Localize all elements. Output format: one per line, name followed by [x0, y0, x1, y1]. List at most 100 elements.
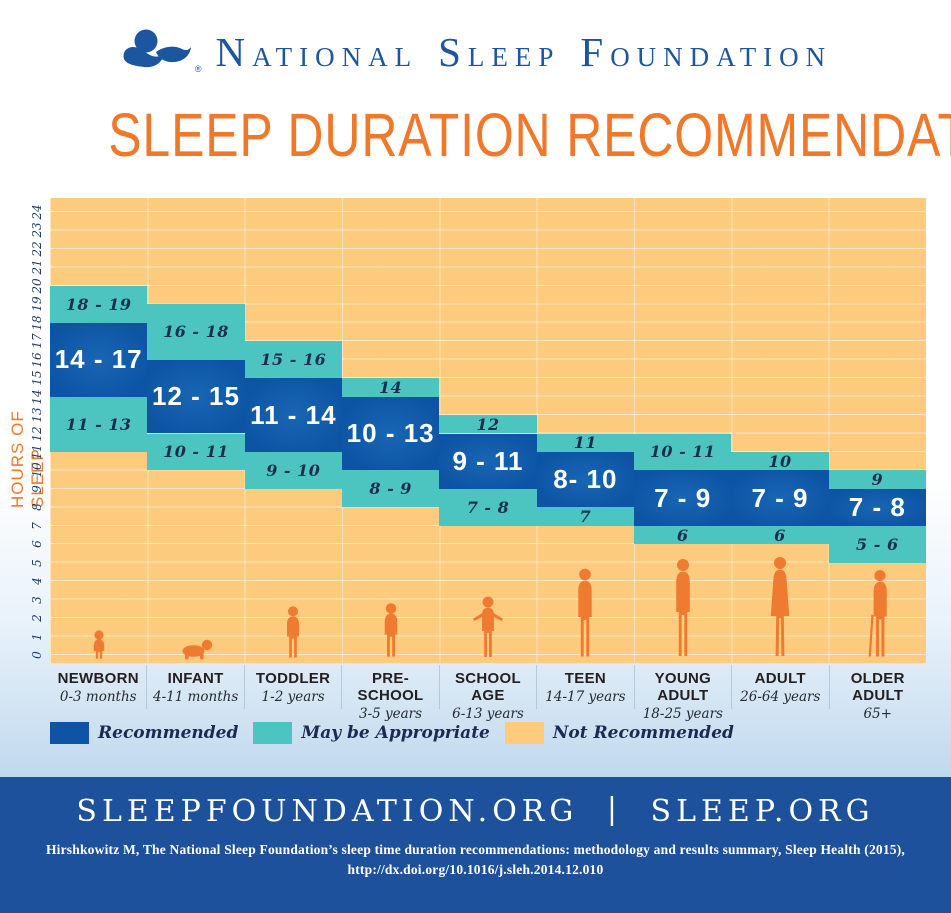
column-teen: 11 8- 10 7 [536, 198, 634, 663]
band-value: 8- 10 [553, 464, 618, 495]
age-group-label: TODDLER 1-2 years [245, 665, 343, 709]
band-value: 6 [774, 525, 786, 545]
recommended-band: 10 - 13 [341, 396, 440, 471]
column-adult: 10 7 - 9 6 [731, 198, 829, 663]
y-axis-tick: 18 [30, 315, 44, 331]
figure-preschool-icon [379, 602, 402, 660]
band-value: 5 - 6 [856, 534, 899, 554]
age-labels-row: NEWBORN 0-3 months INFANT 4-11 months TODDLE… [50, 665, 926, 722]
citation-line-1: Hirshkowitz M, The National Sleep Founda… [45, 842, 906, 857]
age-group-range: 65+ [863, 706, 892, 722]
brand-word: FOUNDATION [580, 29, 833, 75]
may-low-band: 7 - 8 [439, 488, 537, 526]
band-value: 10 - 11 [163, 442, 229, 462]
column-newborn: 18 - 19 14 - 17 11 - 13 [50, 198, 148, 663]
y-axis-tick: 9 [30, 485, 44, 493]
may-low-band: 6 [731, 525, 829, 545]
legend: Recommended May be Appropriate Not Recom… [50, 722, 749, 744]
figure-toddler-icon [282, 606, 304, 660]
age-group-label: YOUNG ADULT 18-25 years [635, 665, 733, 722]
may-high-band: 15 - 16 [244, 341, 342, 379]
footer-domains: SLEEPFOUNDATION.ORG | SLEEP.ORG [0, 792, 951, 829]
may-high-band: 11 [536, 433, 634, 453]
band-value: 18 - 19 [65, 294, 132, 314]
y-axis-tick: 24 [30, 204, 44, 220]
age-group-range: 1-2 years [261, 689, 325, 705]
columns-layer: 18 - 19 14 - 17 11 - 13 16 - 18 12 - 15 10 - … [50, 198, 926, 663]
band-value: 9 - 11 [452, 445, 524, 476]
band-value: 12 - 15 [152, 381, 240, 412]
band-value: 7 [579, 507, 592, 527]
age-group-name: ADULT [754, 670, 806, 687]
age-group-range: 6-13 years [452, 706, 524, 722]
legend-swatch-may-be-appropriate [253, 722, 293, 744]
figure-older-adult-icon [860, 568, 894, 660]
legend-swatch-not-recommended [504, 722, 544, 744]
band-value: 10 [768, 451, 792, 471]
band-value: 7 - 9 [654, 482, 712, 513]
age-group-name: OLDER ADULT [850, 670, 905, 704]
band-value: 7 - 8 [848, 491, 906, 522]
may-low-band: 5 - 6 [828, 525, 926, 563]
may-low-band: 9 - 10 [244, 451, 342, 489]
sleepfoundation-org-link[interactable]: SLEEPFOUNDATION.ORG [76, 794, 579, 829]
citation-line-2[interactable]: http://dx.doi.org/10.1016/j.sleh.2014.12… [347, 862, 604, 878]
age-group-label: TEEN 14-17 years [537, 665, 635, 709]
brand-word: SLEEP [438, 29, 561, 75]
band-value: 7 - 9 [751, 482, 809, 513]
recommended-band: 11 - 14 [244, 378, 342, 452]
age-group-name: YOUNG ADULT [654, 670, 712, 704]
plot-area: 18 - 19 14 - 17 11 - 13 16 - 18 12 - 15 10 - … [50, 198, 926, 663]
y-axis-tick: 22 [30, 241, 44, 257]
may-high-band: 12 [439, 415, 537, 434]
age-group-range: 18-25 years [642, 706, 723, 722]
band-value: 9 - 10 [266, 460, 321, 480]
figure-school-icon [471, 596, 505, 660]
age-group-label: SCHOOL AGE 6-13 years [440, 665, 538, 722]
may-high-band: 9 [828, 470, 926, 489]
figure-adult-icon [766, 556, 794, 660]
recommended-band: 7 - 9 [633, 470, 732, 526]
figure-young-adult-icon [670, 558, 696, 660]
age-group-label: INFANT 4-11 months [147, 665, 245, 709]
age-group-label: OLDER ADULT 65+ [830, 665, 926, 722]
legend-label-may-be-appropriate: May be Appropriate [301, 723, 490, 743]
may-low-band: 8 - 9 [341, 470, 440, 508]
column-toddler: 15 - 16 11 - 14 9 - 10 [244, 198, 342, 663]
may-low-band: 10 - 11 [147, 433, 245, 471]
band-value: 8 - 9 [369, 479, 412, 499]
recommended-band: 12 - 15 [147, 359, 245, 434]
may-high-band: 16 - 18 [147, 304, 245, 360]
legend-label-recommended: Recommended [98, 723, 239, 743]
band-value: 11 [573, 433, 597, 453]
age-group-range: 0-3 months [59, 689, 137, 705]
recommended-band: 7 - 8 [828, 488, 926, 526]
may-high-band: 18 - 19 [50, 285, 148, 323]
band-value: 11 - 13 [65, 414, 132, 434]
age-group-name: INFANT [167, 670, 224, 687]
recommended-band: 7 - 9 [731, 470, 829, 526]
figure-teen-icon [573, 568, 598, 660]
y-axis-tick: 20 [30, 278, 44, 294]
column-school: 12 9 - 11 7 - 8 [439, 198, 537, 663]
band-value: 15 - 16 [260, 350, 327, 370]
age-group-label: PRE-SCHOOL 3-5 years [342, 665, 440, 722]
brand-wordmark: NATIONAL SLEEP FOUNDATION [215, 28, 832, 76]
age-group-range: 3-5 years [358, 706, 423, 722]
recommended-band: 14 - 17 [50, 322, 148, 397]
band-value: 11 - 14 [250, 399, 337, 430]
sleep-org-link[interactable]: SLEEP.ORG [650, 794, 875, 829]
column-preschool: 14 10 - 13 8 - 9 [341, 198, 440, 663]
legend-swatch-recommended [50, 722, 89, 744]
column-young-adult: 10 - 11 7 - 9 6 [633, 198, 732, 663]
band-value: 16 - 18 [163, 322, 229, 342]
figure-infant-icon [179, 638, 213, 660]
recommended-band: 8- 10 [536, 451, 634, 508]
age-group-name: TEEN [564, 670, 607, 687]
figure-newborn-icon [91, 630, 107, 660]
may-high-band: 10 - 11 [633, 433, 732, 471]
domain-separator: | [606, 792, 622, 827]
may-high-band: 14 [341, 378, 440, 397]
age-group-name: PRE-SCHOOL [357, 670, 424, 704]
